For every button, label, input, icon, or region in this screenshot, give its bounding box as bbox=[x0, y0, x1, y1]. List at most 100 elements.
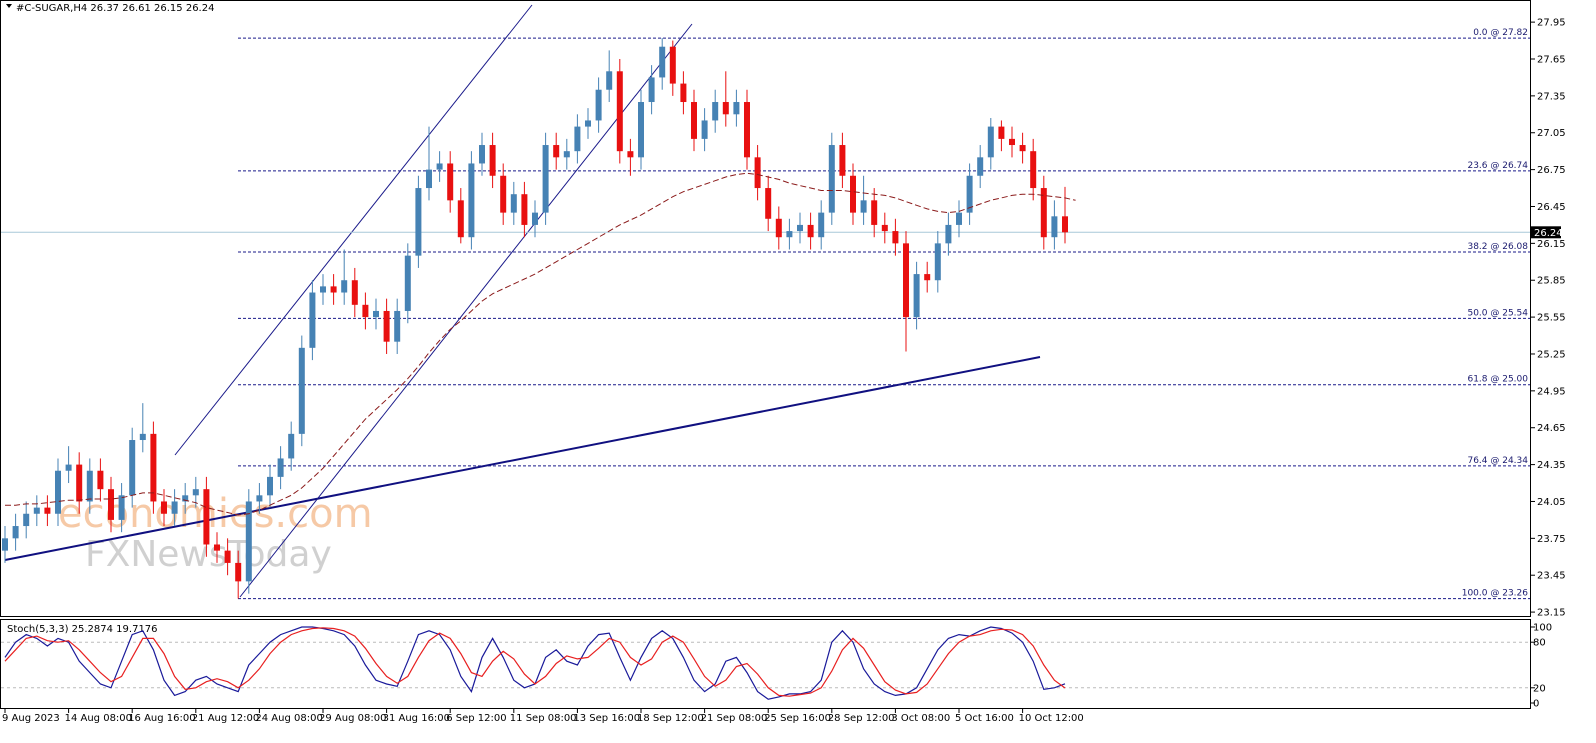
x-tick-label: 14 Aug 08:00 bbox=[65, 713, 132, 724]
x-tick-label: 9 Aug 2023 bbox=[2, 713, 60, 724]
candle-body bbox=[447, 163, 454, 201]
candle-body bbox=[818, 212, 825, 238]
candle-body bbox=[797, 224, 803, 232]
candle-body bbox=[521, 194, 528, 225]
candle-body bbox=[1030, 151, 1037, 189]
y-tick-label: 24.35 bbox=[1537, 460, 1566, 471]
y-tick-label: 24.95 bbox=[1537, 386, 1566, 397]
y-tick-label: 27.65 bbox=[1537, 54, 1566, 65]
fib-label: 61.8 @ 25.00 bbox=[1467, 375, 1528, 385]
header: #C-SUGAR,H4 26.37 26.61 26.15 26.24 bbox=[16, 3, 214, 14]
candle-body bbox=[1062, 216, 1068, 233]
channel-line bbox=[174, 4, 533, 456]
trend-line bbox=[4, 356, 1041, 561]
candle-body bbox=[23, 513, 30, 527]
x-tick-label: 29 Aug 08:00 bbox=[319, 713, 386, 724]
candle-body bbox=[807, 224, 814, 238]
y-tick-label: 26.75 bbox=[1537, 165, 1566, 176]
candle-body bbox=[892, 231, 899, 244]
y-tick-label: 26.15 bbox=[1537, 239, 1566, 250]
y-tick-label: 20 bbox=[1533, 683, 1546, 694]
y-tick-label: 23.75 bbox=[1537, 534, 1566, 545]
candle-body bbox=[828, 145, 835, 213]
x-tick-label: 3 Oct 08:00 bbox=[891, 713, 950, 724]
candle-body bbox=[288, 433, 295, 459]
x-tick-label: 28 Sep 12:00 bbox=[828, 713, 895, 724]
current-price-label: 26.24 bbox=[1534, 228, 1563, 239]
candle-body bbox=[924, 274, 931, 281]
candle-body bbox=[500, 175, 507, 213]
candle-body bbox=[850, 175, 856, 213]
y-tick-label: 25.55 bbox=[1537, 313, 1566, 324]
candle-body bbox=[150, 433, 157, 502]
header-icon bbox=[6, 4, 12, 8]
x-tick-label: 24 Aug 08:00 bbox=[255, 713, 322, 724]
candle-body bbox=[86, 470, 93, 502]
candle-body bbox=[309, 292, 316, 348]
candle-body bbox=[659, 46, 666, 78]
candle-body bbox=[383, 310, 390, 342]
candle-body bbox=[701, 120, 708, 139]
moving-average bbox=[5, 172, 1076, 516]
candle-body bbox=[542, 145, 549, 213]
candle-body bbox=[298, 347, 305, 434]
channel-line bbox=[239, 23, 693, 598]
candle-body bbox=[775, 218, 782, 238]
y-tick-label: 23.15 bbox=[1537, 608, 1566, 619]
fib-label: 76.4 @ 24.34 bbox=[1467, 456, 1528, 466]
candle-body bbox=[436, 163, 443, 170]
candle-body bbox=[913, 274, 920, 318]
x-tick-label: 25 Sep 16:00 bbox=[764, 713, 831, 724]
candle-body bbox=[585, 120, 591, 127]
candle-body bbox=[871, 200, 878, 225]
candle-body bbox=[1051, 216, 1058, 238]
candle-body bbox=[956, 212, 962, 225]
y-tick-label: 0 bbox=[1533, 698, 1539, 709]
stoch-frame bbox=[0, 619, 1531, 709]
candle-body bbox=[373, 310, 379, 318]
candle-body bbox=[341, 280, 348, 293]
candle-body bbox=[214, 544, 220, 551]
candle-body bbox=[691, 102, 697, 139]
candle-body bbox=[415, 188, 422, 256]
y-tick-label: 100 bbox=[1533, 622, 1552, 633]
candle-body bbox=[669, 46, 676, 84]
candle-body bbox=[351, 280, 358, 305]
candle-body bbox=[563, 151, 570, 158]
y-tick-label: 23.45 bbox=[1537, 571, 1566, 582]
current-price-box bbox=[1531, 226, 1561, 239]
candle-body bbox=[267, 476, 273, 496]
candle-body bbox=[33, 507, 40, 514]
candle-body bbox=[903, 243, 909, 318]
candle-body bbox=[457, 200, 464, 238]
candle-body bbox=[934, 243, 941, 281]
candle-body bbox=[489, 145, 496, 176]
fib-label: 50.0 @ 25.54 bbox=[1467, 308, 1528, 318]
candle-body bbox=[320, 286, 326, 293]
indicator-title: Stoch(5,3,3) 25.2874 19.7176 bbox=[7, 624, 158, 635]
candle-body bbox=[256, 495, 263, 502]
candle-body bbox=[65, 464, 72, 471]
candle-body bbox=[627, 151, 634, 158]
candle-body bbox=[881, 224, 888, 232]
candle-body bbox=[998, 126, 1005, 139]
candle-body bbox=[76, 464, 83, 502]
candle-body bbox=[12, 526, 19, 539]
candle-body bbox=[712, 102, 719, 121]
candle-body bbox=[574, 126, 581, 152]
candle-body bbox=[245, 501, 252, 582]
x-tick-label: 21 Sep 08:00 bbox=[701, 713, 768, 724]
x-tick-label: 31 Aug 16:00 bbox=[383, 713, 450, 724]
x-tick-label: 13 Sep 16:00 bbox=[573, 713, 640, 724]
candle-body bbox=[966, 175, 973, 213]
candle-body bbox=[754, 157, 761, 189]
y-tick-label: 27.95 bbox=[1537, 18, 1566, 29]
candle-body bbox=[1040, 188, 1047, 238]
candle-body bbox=[224, 550, 231, 563]
candle-body bbox=[277, 458, 284, 477]
y-tick-label: 24.65 bbox=[1537, 423, 1566, 434]
candle-body bbox=[860, 200, 867, 213]
candle-body bbox=[161, 501, 167, 514]
candle-body bbox=[616, 71, 623, 152]
